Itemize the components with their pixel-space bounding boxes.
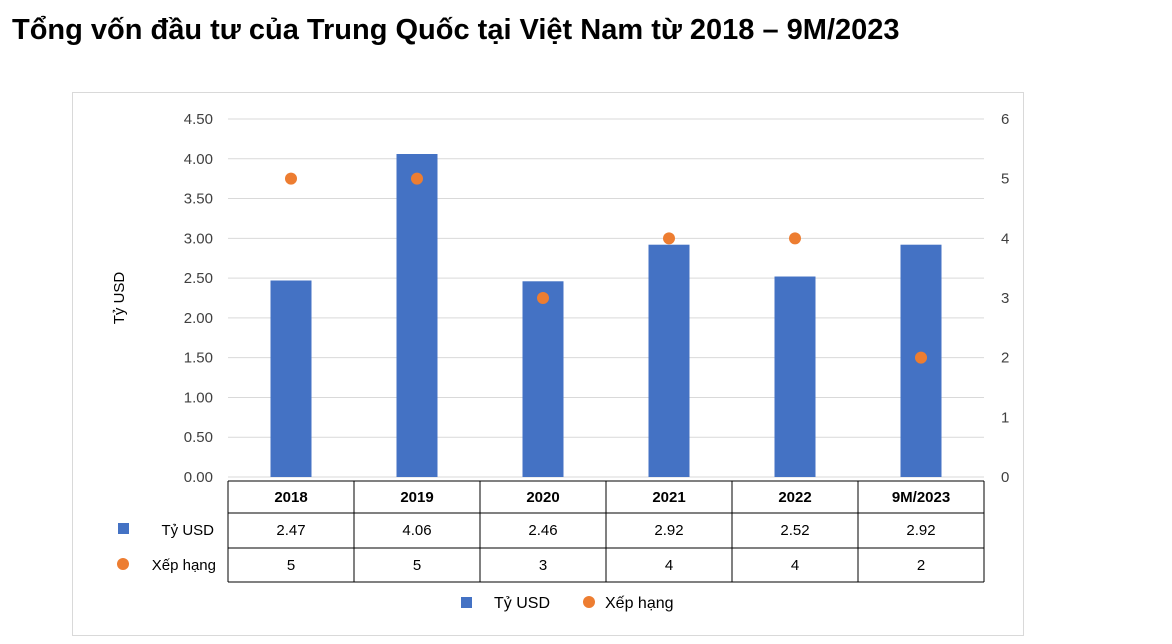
table-cell: 2.46 — [528, 522, 557, 539]
y-tick-label: 4.00 — [184, 151, 213, 168]
legend-key-square — [461, 597, 472, 608]
table-cell: 2.47 — [276, 522, 305, 539]
y2-tick-label: 1 — [1001, 409, 1009, 426]
y-tick-label: 1.50 — [184, 350, 213, 367]
table-cell: 2.92 — [654, 522, 683, 539]
page-title: Tổng vốn đầu tư của Trung Quốc tại Việt … — [12, 14, 900, 46]
y2-tick-label: 4 — [1001, 230, 1009, 247]
row-key-dot — [117, 558, 129, 570]
y-tick-label: 3.50 — [184, 191, 213, 208]
rank-point — [411, 172, 423, 185]
row-key-square — [118, 523, 129, 534]
bar — [396, 154, 438, 477]
bar — [648, 244, 690, 477]
table-cell: 2.92 — [906, 522, 935, 539]
y-tick-label: 4.50 — [184, 111, 213, 128]
chart-frame — [72, 92, 1024, 636]
y-tick-label: 0.00 — [184, 469, 213, 486]
category-label: 2019 — [400, 489, 433, 506]
category-label: 2018 — [274, 489, 307, 506]
y2-tick-label: 6 — [1001, 111, 1009, 128]
table-cell: 2 — [917, 557, 925, 574]
row-label: Xếp hạng — [152, 557, 216, 574]
y2-tick-label: 0 — [1001, 469, 1009, 486]
table-cell: 4.06 — [402, 522, 431, 539]
y-tick-label: 3.00 — [184, 230, 213, 247]
bar — [522, 281, 564, 477]
rank-point — [915, 351, 927, 364]
category-label: 9M/2023 — [892, 489, 950, 506]
bar — [774, 276, 816, 477]
rank-point — [537, 292, 549, 304]
row-label: Tỷ USD — [162, 522, 215, 539]
y-tick-label: 2.50 — [184, 270, 213, 287]
y-tick-label: 0.50 — [184, 429, 213, 446]
y2-tick-label: 2 — [1001, 350, 1009, 367]
y-axis-title: Tỷ USD — [111, 272, 128, 325]
table-cell: 5 — [413, 557, 421, 574]
table-cell: 4 — [791, 557, 799, 574]
y2-tick-label: 5 — [1001, 171, 1009, 188]
y-tick-label: 1.00 — [184, 389, 213, 406]
table-cell: 5 — [287, 557, 295, 574]
y-tick-label: 2.00 — [184, 310, 213, 327]
legend-label: Tỷ USD — [494, 595, 550, 612]
table-cell: 4 — [665, 557, 673, 574]
table-cell: 3 — [539, 557, 547, 574]
rank-point — [285, 172, 297, 185]
bar — [270, 280, 312, 477]
legend-key-dot — [583, 596, 595, 608]
category-label: 2022 — [778, 489, 811, 506]
table-cell: 2.52 — [780, 522, 809, 539]
y2-tick-label: 3 — [1001, 290, 1009, 307]
category-label: 2020 — [526, 489, 559, 506]
legend-label: Xếp hạng — [605, 595, 674, 612]
category-label: 2021 — [652, 489, 685, 506]
rank-point — [663, 232, 675, 245]
rank-point — [789, 232, 801, 245]
